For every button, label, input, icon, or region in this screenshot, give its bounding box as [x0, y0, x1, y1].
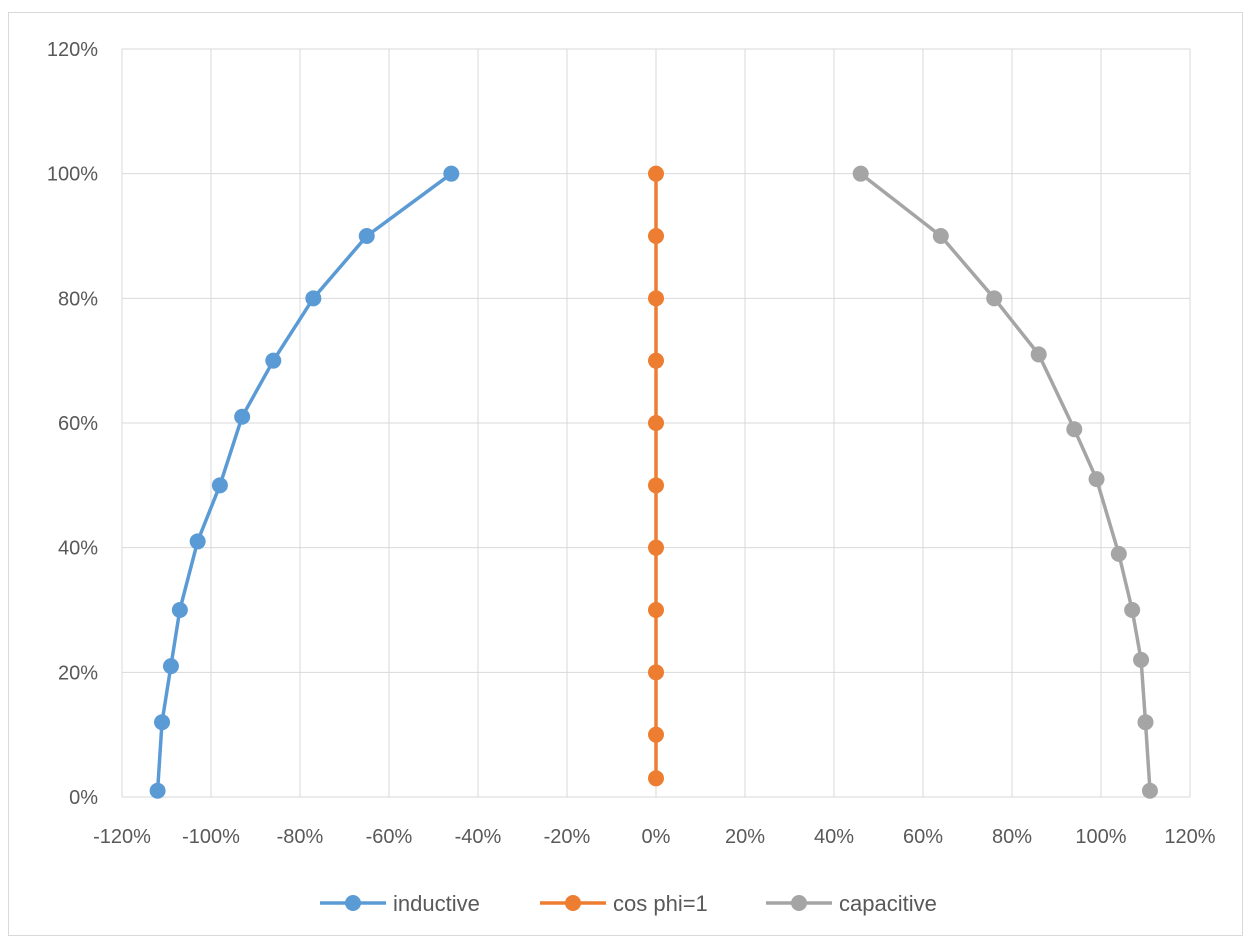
y-axis-ticks: 0% 20% 40% 60% 80% 100% 120%	[47, 39, 98, 809]
legend: inductive cos phi=1 capacitive	[320, 891, 937, 916]
legend-swatch-marker	[345, 895, 361, 911]
x-tick-label: -40%	[455, 826, 502, 848]
chart-frame	[8, 12, 1243, 936]
y-tick-label: 120%	[47, 39, 98, 61]
y-tick-label: 20%	[58, 662, 98, 684]
data-point-capacitive	[1110, 545, 1127, 562]
data-point-inductive	[154, 714, 171, 731]
legend-item-cos-phi-1: cos phi=1	[540, 891, 708, 916]
x-tick-label: -80%	[277, 826, 324, 848]
data-point-capacitive	[986, 290, 1003, 307]
series-inductive	[149, 165, 460, 799]
data-point-cos-phi-1	[648, 477, 664, 494]
x-tick-label: 20%	[725, 826, 765, 848]
data-point-cos-phi-1	[648, 228, 664, 244]
series-layer	[149, 165, 1158, 799]
x-tick-label: -100%	[182, 826, 240, 848]
legend-swatch-marker	[791, 895, 807, 911]
y-tick-label: 40%	[58, 538, 98, 560]
data-point-inductive	[171, 602, 188, 618]
legend-swatch-marker	[565, 895, 581, 911]
data-point-inductive	[305, 290, 322, 307]
x-tick-label: -60%	[366, 826, 413, 848]
x-tick-label: 100%	[1075, 826, 1126, 848]
data-point-cos-phi-1	[648, 602, 664, 618]
data-point-capacitive	[1124, 602, 1141, 618]
data-point-inductive	[443, 165, 460, 182]
data-point-capacitive	[1141, 782, 1158, 799]
data-point-inductive	[234, 408, 251, 425]
data-point-inductive	[149, 782, 166, 799]
data-point-cos-phi-1	[648, 664, 664, 681]
x-tick-label: -20%	[544, 826, 591, 848]
data-point-cos-phi-1	[648, 290, 664, 307]
x-tick-label: 60%	[903, 826, 943, 848]
y-tick-label: 0%	[69, 787, 98, 809]
y-tick-label: 80%	[58, 288, 98, 310]
x-tick-label: 120%	[1164, 826, 1215, 848]
legend-label: capacitive	[839, 891, 937, 916]
data-point-capacitive	[1066, 421, 1083, 438]
series-line-capacitive	[859, 172, 1152, 791]
data-point-cos-phi-1	[648, 165, 664, 182]
legend-item-capacitive: capacitive	[766, 891, 937, 916]
data-point-capacitive	[932, 228, 949, 244]
x-tick-label: -120%	[93, 826, 151, 848]
data-point-inductive	[189, 533, 206, 550]
x-tick-label: 80%	[992, 826, 1032, 848]
data-point-cos-phi-1	[648, 539, 664, 556]
data-point-cos-phi-1	[648, 415, 664, 431]
legend-item-inductive: inductive	[320, 891, 480, 916]
data-point-capacitive	[1137, 714, 1154, 731]
y-tick-label: 60%	[58, 413, 98, 435]
data-point-inductive	[211, 477, 228, 494]
data-point-cos-phi-1	[648, 726, 664, 743]
data-point-capacitive	[1088, 471, 1105, 488]
data-point-capacitive	[852, 165, 869, 182]
data-point-capacitive	[1133, 651, 1150, 668]
data-point-inductive	[162, 658, 179, 675]
data-point-inductive	[358, 228, 375, 244]
y-tick-label: 100%	[47, 164, 98, 186]
series-line-inductive	[155, 172, 453, 791]
x-tick-label: 40%	[814, 826, 854, 848]
legend-label: inductive	[393, 891, 480, 916]
data-point-cos-phi-1	[648, 770, 664, 787]
series-capacitive	[852, 165, 1158, 799]
x-axis-ticks: -120% -100% -80% -60% -40% -20% 0% 20% 40% 60% 80%…	[93, 826, 1216, 848]
data-point-capacitive	[1030, 346, 1047, 363]
legend-label: cos phi=1	[613, 891, 708, 916]
data-point-cos-phi-1	[648, 352, 664, 369]
series-cos-phi-1	[648, 165, 664, 787]
data-point-inductive	[265, 352, 282, 369]
x-tick-label: 0%	[642, 826, 671, 848]
